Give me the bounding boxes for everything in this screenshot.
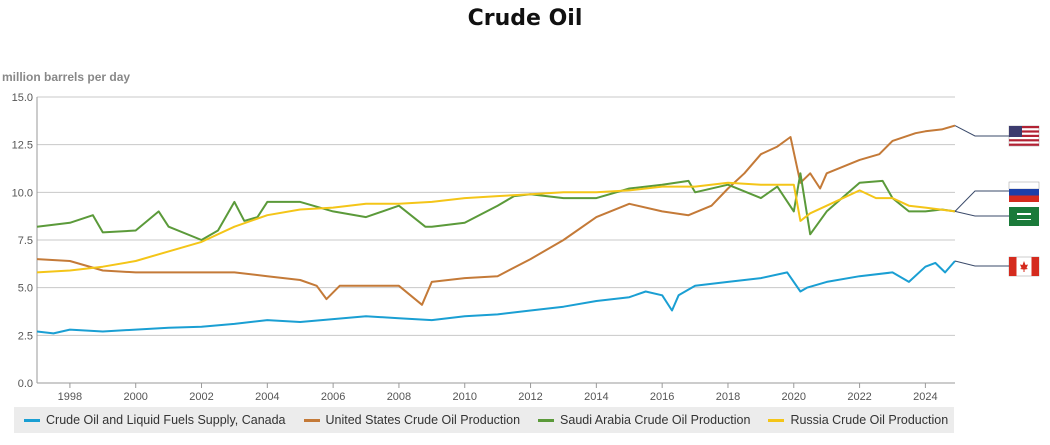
legend: Crude Oil and Liquid Fuels Supply, Canad… [14, 407, 954, 433]
legend-swatch-russia [768, 418, 785, 422]
y-tick-label: 12.5 [12, 140, 33, 152]
x-tick-label: 2018 [716, 391, 740, 403]
legend-label-usa: United States Crude Oil Production [325, 413, 521, 427]
legend-item-russia[interactable]: Russia Crude Oil Production [768, 413, 948, 427]
series-line-canada [36, 260, 956, 335]
x-tick-label: 2006 [321, 391, 345, 403]
connector-russia [954, 190, 1009, 212]
legend-swatch-saudi [538, 418, 555, 422]
x-tick-label: 2022 [847, 391, 871, 403]
x-tick-label: 2010 [452, 391, 476, 403]
x-tick-label: 2000 [123, 391, 147, 403]
legend-label-russia: Russia Crude Oil Production [790, 413, 949, 427]
y-tick-labels: 0.0 2.5 5.0 7.5 10.0 12.5 15.0 [12, 92, 33, 390]
connector-saudi-arabia [954, 210, 1009, 217]
x-tick-label: 2002 [189, 391, 213, 403]
y-tick-label: 5.0 [18, 283, 33, 295]
usa-flag-icon [1008, 125, 1040, 147]
legend-label-canada: Crude Oil and Liquid Fuels Supply, Canad… [46, 413, 286, 427]
y-tick-label: 10.0 [12, 187, 33, 199]
country-flags [1008, 125, 1040, 277]
legend-label-saudi: Saudi Arabia Crude Oil Production [560, 413, 751, 427]
x-tick-label: 2012 [518, 391, 542, 403]
connector-usa [954, 125, 1009, 137]
x-tick-label: 2016 [650, 391, 674, 403]
y-tick-label: 15.0 [12, 92, 33, 104]
legend-item-canada[interactable]: Crude Oil and Liquid Fuels Supply, Canad… [24, 413, 286, 427]
legend-swatch-canada [24, 418, 40, 422]
x-tick-labels: 1998 2000 2002 2004 2006 2008 2010 2012 2014 2016… [58, 383, 938, 403]
connector-canada [954, 260, 1009, 267]
chart-title: Crude Oil [467, 6, 583, 31]
y-tick-label: 0.0 [18, 378, 33, 390]
saudi-arabia-flag-icon [1009, 207, 1039, 226]
y-tick-label: 2.5 [18, 330, 33, 342]
x-tick-label: 2004 [255, 391, 279, 403]
canada-flag-icon [1008, 256, 1040, 277]
grid-lines [36, 96, 955, 384]
series-line-usa [36, 124, 956, 306]
x-tick-label: 2008 [387, 391, 411, 403]
x-tick-label: 2020 [782, 391, 806, 403]
series-lines [36, 124, 956, 335]
x-tick-label: 2014 [584, 391, 608, 403]
series-line-russia [36, 181, 956, 274]
x-tick-label: 2024 [913, 391, 937, 403]
y-tick-label: 7.5 [18, 235, 33, 247]
x-tick-label: 1998 [58, 391, 82, 403]
russia-flag-icon [1008, 181, 1040, 202]
legend-item-usa[interactable]: United States Crude Oil Production [303, 413, 521, 427]
legend-item-saudi[interactable]: Saudi Arabia Crude Oil Production [538, 413, 750, 427]
legend-swatch-usa [303, 418, 320, 422]
flag-connectors [954, 125, 1009, 267]
y-axis-label: million barrels per day [2, 70, 131, 84]
